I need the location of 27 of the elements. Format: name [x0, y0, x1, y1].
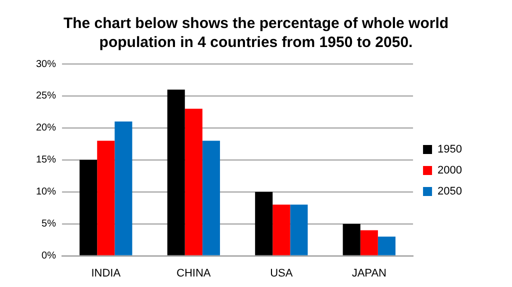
- bar: [114, 122, 132, 256]
- x-tick-label: JAPAN: [352, 267, 387, 280]
- y-tick-label: 20%: [36, 122, 56, 134]
- x-tick-label: USA: [270, 267, 294, 280]
- x-tick-label: CHINA: [176, 267, 212, 280]
- bar: [97, 140, 115, 256]
- legend-label: 2050: [438, 186, 462, 198]
- bar: [360, 230, 378, 256]
- bar: [184, 108, 202, 256]
- y-tick-label: 25%: [36, 90, 56, 102]
- y-tick-label: 0%: [42, 250, 56, 262]
- bar: [342, 224, 360, 256]
- legend-label: 2000: [438, 164, 462, 177]
- chart-title: The chart below shows the percentage of whole world population in 4 countries from 1950 to 2050.: [62, 14, 450, 52]
- bar: [202, 140, 220, 256]
- y-tick-label: 5%: [42, 218, 56, 230]
- bar: [272, 204, 290, 256]
- y-tick-label: 30%: [36, 58, 56, 70]
- y-tick-label: 15%: [36, 154, 56, 166]
- bar: [167, 90, 185, 256]
- bar: [255, 192, 273, 256]
- x-tick-label: INDIA: [91, 267, 122, 280]
- bar: [290, 204, 308, 256]
- y-tick-label: 10%: [36, 186, 56, 198]
- bar: [80, 160, 98, 256]
- bar: [378, 236, 396, 256]
- legend-label: 1950: [438, 144, 462, 156]
